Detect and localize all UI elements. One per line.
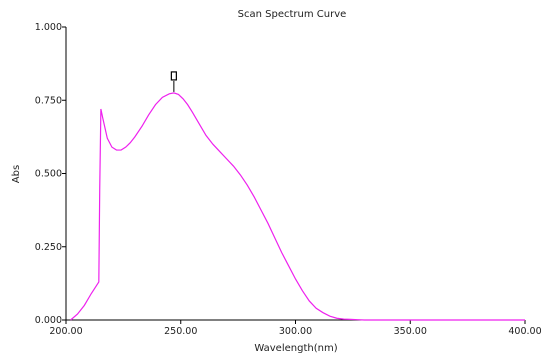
y-tick-label: 0.750	[35, 95, 62, 106]
x-tick-label: 300.00	[279, 326, 312, 337]
axes	[65, 27, 525, 321]
y-tick-label: 1.000	[35, 22, 62, 33]
series-group	[70, 92, 525, 321]
x-axis-title: Wavelength(nm)	[254, 343, 337, 354]
x-tick-label: 250.00	[164, 326, 197, 337]
series-line	[70, 92, 525, 321]
y-tick-label: 0.000	[35, 315, 62, 326]
x-tick-label: 400.00	[508, 326, 541, 337]
x-tick-label: 350.00	[394, 326, 427, 337]
y-axis-title: Abs	[11, 165, 22, 183]
chart-title: Scan Spectrum Curve	[238, 9, 347, 20]
x-tick-label: 200.00	[49, 326, 82, 337]
y-tick-label: 0.500	[35, 169, 62, 180]
annotation-group	[170, 71, 177, 92]
peak-marker[interactable]	[170, 71, 177, 81]
x-ticks: 200.00 250.00 300.00 350.00 400.00	[49, 320, 542, 337]
y-tick-label: 0.250	[35, 242, 62, 253]
y-ticks: 0.000 0.250 0.500 0.750 1.000	[35, 22, 66, 326]
